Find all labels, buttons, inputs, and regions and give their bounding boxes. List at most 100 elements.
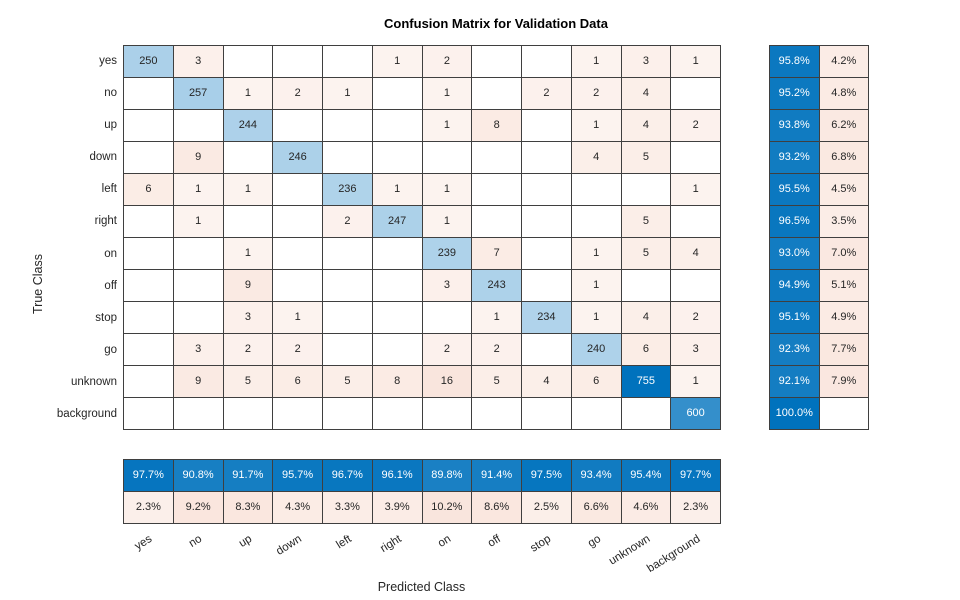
matrix-cell-unknown-background: 1 bbox=[671, 366, 721, 398]
col-summary-correct-unknown: 95.4% bbox=[621, 460, 672, 492]
matrix-cell-up-stop bbox=[522, 110, 572, 142]
matrix-cell-stop-go: 1 bbox=[571, 302, 622, 334]
x-tick-go: go bbox=[585, 533, 603, 550]
matrix-cell-stop-background: 2 bbox=[671, 302, 721, 334]
x-tick-up: up bbox=[236, 533, 254, 550]
col-summary-correct-no: 90.8% bbox=[173, 460, 224, 492]
row-summary-incorrect-off: 5.1% bbox=[819, 270, 869, 302]
x-tick-right: right bbox=[378, 533, 404, 556]
col-summary-correct-down: 95.7% bbox=[273, 460, 323, 492]
row-summary-incorrect-down: 6.8% bbox=[819, 142, 869, 174]
matrix-cell-no-left: 1 bbox=[323, 78, 373, 110]
matrix-cell-background-right bbox=[372, 398, 423, 430]
col-summary-correct-up: 91.7% bbox=[223, 460, 274, 492]
matrix-cell-go-go: 240 bbox=[571, 334, 622, 366]
matrix-cell-off-go: 1 bbox=[571, 270, 622, 302]
matrix-cell-background-background: 600 bbox=[671, 398, 721, 430]
matrix-cell-down-no: 9 bbox=[173, 142, 224, 174]
matrix-cell-left-right: 1 bbox=[372, 174, 423, 206]
x-tick-left: left bbox=[334, 533, 354, 552]
matrix-cell-up-up: 244 bbox=[223, 110, 274, 142]
matrix-cell-yes-yes: 250 bbox=[124, 46, 174, 78]
y-tick-yes: yes bbox=[99, 55, 117, 68]
matrix-cell-stop-unknown: 4 bbox=[621, 302, 672, 334]
matrix-cell-yes-left bbox=[323, 46, 373, 78]
matrix-cell-on-no bbox=[173, 238, 224, 270]
row-summary-incorrect-on: 7.0% bbox=[819, 238, 869, 270]
row-summary-correct-unknown: 92.1% bbox=[770, 366, 820, 398]
col-summary-correct-yes: 97.7% bbox=[124, 460, 174, 492]
matrix-cell-down-on bbox=[422, 142, 473, 174]
x-tick-background: background bbox=[645, 533, 703, 576]
matrix-cell-go-unknown: 6 bbox=[621, 334, 672, 366]
matrix-cell-background-up bbox=[223, 398, 274, 430]
row-summary-incorrect-no: 4.8% bbox=[819, 78, 869, 110]
matrix-cell-go-yes bbox=[124, 334, 174, 366]
matrix-cell-right-on: 1 bbox=[422, 206, 473, 238]
chart-title: Confusion Matrix for Validation Data bbox=[384, 16, 608, 31]
matrix-cell-on-right bbox=[372, 238, 423, 270]
matrix-cell-down-background bbox=[671, 142, 721, 174]
matrix-cell-off-yes bbox=[124, 270, 174, 302]
row-summary-correct-go: 92.3% bbox=[770, 334, 820, 366]
matrix-cell-unknown-up: 5 bbox=[223, 366, 274, 398]
matrix-cell-right-right: 247 bbox=[372, 206, 423, 238]
matrix-cell-yes-on: 2 bbox=[422, 46, 473, 78]
row-summary-correct-yes: 95.8% bbox=[770, 46, 820, 78]
matrix-cell-unknown-go: 6 bbox=[571, 366, 622, 398]
matrix-cell-on-on: 239 bbox=[422, 238, 473, 270]
matrix-cell-go-off: 2 bbox=[472, 334, 522, 366]
matrix-cell-background-stop bbox=[522, 398, 572, 430]
y-tick-no: no bbox=[104, 87, 117, 100]
col-summary-incorrect-background: 2.3% bbox=[671, 492, 721, 524]
matrix-cell-right-go bbox=[571, 206, 622, 238]
matrix-cell-right-down bbox=[273, 206, 323, 238]
y-tick-up: up bbox=[104, 119, 117, 132]
col-summary-incorrect-on: 10.2% bbox=[422, 492, 473, 524]
matrix-cell-background-go bbox=[571, 398, 622, 430]
matrix-cell-no-stop: 2 bbox=[522, 78, 572, 110]
matrix-cell-left-no: 1 bbox=[173, 174, 224, 206]
matrix-cell-on-down bbox=[273, 238, 323, 270]
matrix-cell-on-yes bbox=[124, 238, 174, 270]
x-tick-stop: stop bbox=[528, 533, 553, 555]
matrix-cell-up-left bbox=[323, 110, 373, 142]
matrix-cell-off-unknown bbox=[621, 270, 672, 302]
matrix-cell-background-no bbox=[173, 398, 224, 430]
matrix-cell-stop-yes bbox=[124, 302, 174, 334]
row-summary-correct-background: 100.0% bbox=[770, 398, 820, 430]
matrix-cell-stop-left bbox=[323, 302, 373, 334]
matrix-cell-right-up bbox=[223, 206, 274, 238]
confusion-matrix-grid: 250 3 1 2 1 3 1 257 1 2 1 1 2 2 4 244 1 8 1 4 2 9 246 4 5 6 1 1 236 1… bbox=[123, 45, 721, 430]
matrix-cell-up-go: 1 bbox=[571, 110, 622, 142]
matrix-cell-right-unknown: 5 bbox=[621, 206, 672, 238]
matrix-cell-off-background bbox=[671, 270, 721, 302]
matrix-cell-on-stop bbox=[522, 238, 572, 270]
matrix-cell-no-up: 1 bbox=[223, 78, 274, 110]
x-tick-down: down bbox=[274, 533, 304, 558]
matrix-cell-up-no bbox=[173, 110, 224, 142]
col-summary-incorrect-no: 9.2% bbox=[173, 492, 224, 524]
x-tick-yes: yes bbox=[132, 533, 155, 553]
matrix-cell-on-background: 4 bbox=[671, 238, 721, 270]
row-summary-correct-right: 96.5% bbox=[770, 206, 820, 238]
x-tick-no: no bbox=[186, 533, 205, 550]
matrix-cell-unknown-right: 8 bbox=[372, 366, 423, 398]
y-tick-on: on bbox=[104, 247, 117, 260]
matrix-cell-down-unknown: 5 bbox=[621, 142, 672, 174]
row-summary-incorrect-stop: 4.9% bbox=[819, 302, 869, 334]
y-tick-background: background bbox=[56, 407, 117, 420]
matrix-cell-off-up: 9 bbox=[223, 270, 274, 302]
matrix-cell-down-go: 4 bbox=[571, 142, 622, 174]
matrix-cell-no-right bbox=[372, 78, 423, 110]
col-summary-correct-on: 89.8% bbox=[422, 460, 473, 492]
row-summary-incorrect-go: 7.7% bbox=[819, 334, 869, 366]
matrix-cell-background-off bbox=[472, 398, 522, 430]
y-tick-stop: stop bbox=[95, 311, 117, 324]
matrix-cell-left-go bbox=[571, 174, 622, 206]
matrix-cell-right-background bbox=[671, 206, 721, 238]
col-summary-incorrect-left: 3.3% bbox=[323, 492, 373, 524]
matrix-cell-off-left bbox=[323, 270, 373, 302]
matrix-cell-up-yes bbox=[124, 110, 174, 142]
